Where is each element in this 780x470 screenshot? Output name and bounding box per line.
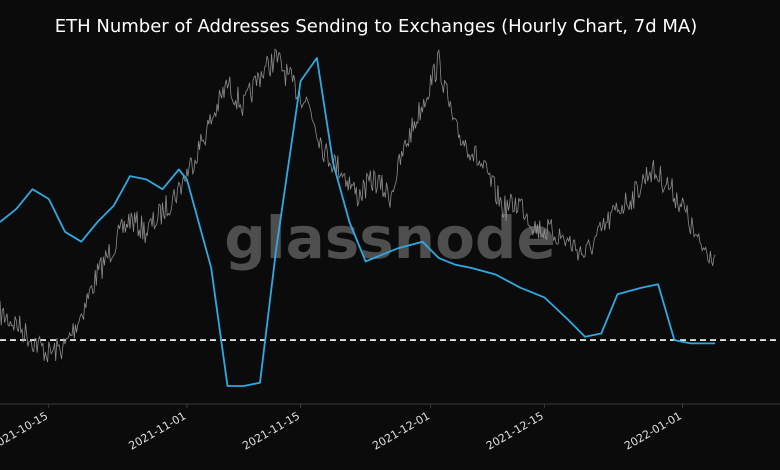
series-line-trend — [0, 57, 715, 387]
plot-layer — [0, 48, 780, 387]
x-tick-label: 2021-10-15 — [0, 409, 50, 452]
x-tick-label: 2021-11-15 — [240, 409, 302, 452]
series-line-noisy — [0, 48, 716, 363]
x-tick-label: 2021-11-01 — [127, 409, 189, 452]
x-tick-label: 2021-12-01 — [370, 409, 432, 452]
watermark-logo: glassnode — [224, 204, 556, 272]
chart-title: ETH Number of Addresses Sending to Excha… — [55, 16, 697, 37]
x-tick-label: 2022-01-01 — [622, 409, 684, 452]
x-ticks: 2021-10-15 2021-11-01 2021-11-15 2021-12-01… — [0, 404, 684, 453]
x-tick-label: 2021-12-15 — [484, 409, 546, 452]
